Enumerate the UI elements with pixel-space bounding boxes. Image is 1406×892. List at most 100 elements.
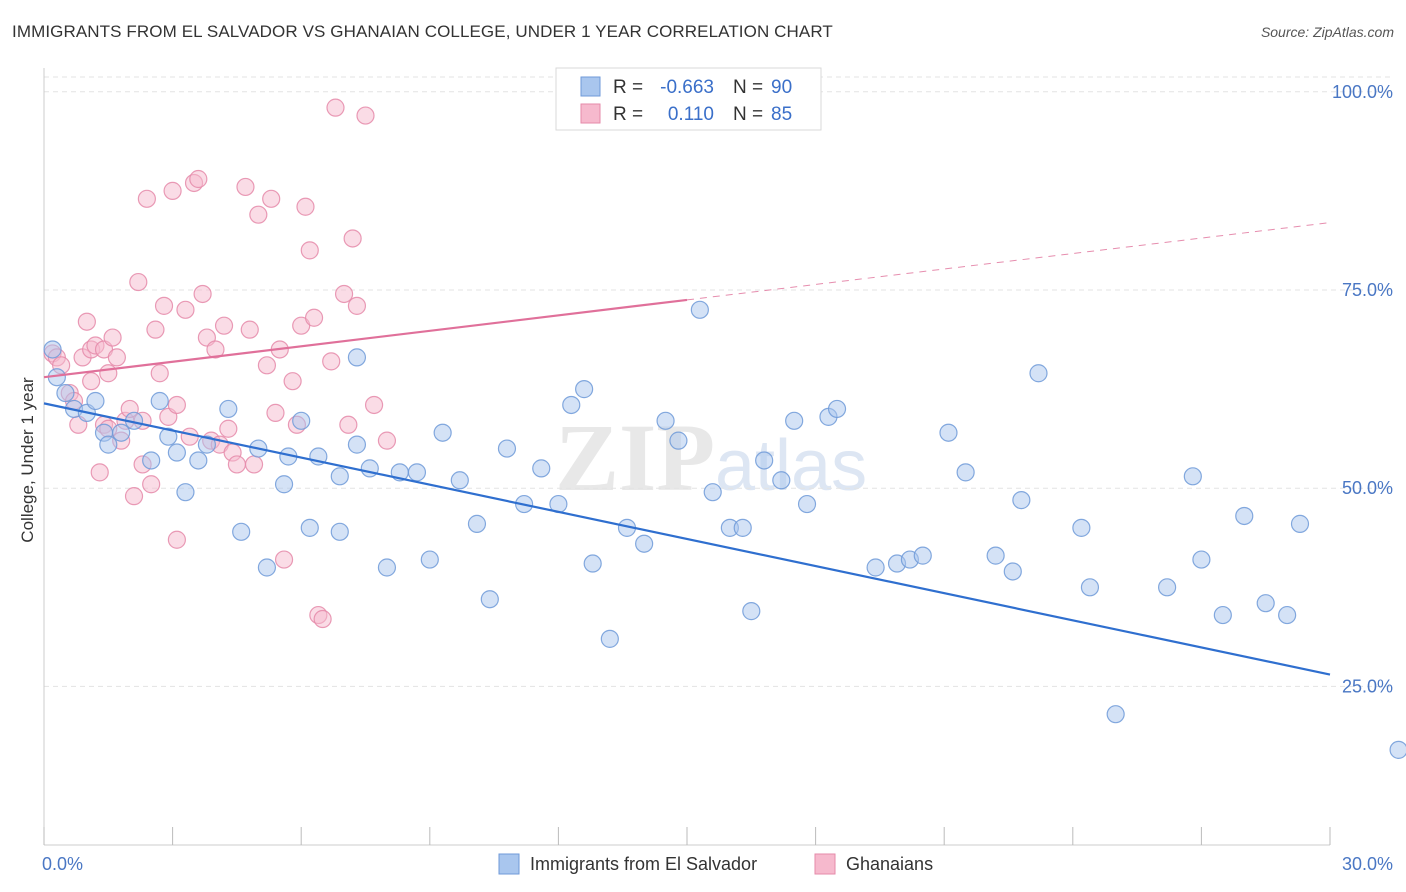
el-salvador-point-36 — [450, 471, 469, 490]
el-salvador-point-79 — [1235, 506, 1254, 526]
el-salvador-point-43 — [562, 395, 581, 415]
legend-r-value-1: -0.663 — [660, 77, 714, 98]
ghanaians-point-70 — [356, 106, 375, 125]
ghanaians-point-72 — [377, 431, 397, 450]
legend-r-label-1: R = — [613, 77, 643, 98]
ghanaians-point-60 — [300, 241, 319, 260]
chart-title: IMMIGRANTS FROM EL SALVADOR VS GHANAIAN … — [12, 22, 833, 41]
legend-r-value-2: 0.110 — [668, 104, 714, 125]
el-salvador-point-23 — [292, 411, 311, 430]
el-salvador-point-82 — [1290, 514, 1310, 533]
ghanaians-point-31 — [163, 181, 182, 200]
el-salvador-point-55 — [742, 602, 761, 621]
el-salvador-point-45 — [583, 554, 602, 573]
el-salvador-point-41 — [532, 459, 551, 478]
ghanaians-point-46 — [227, 455, 246, 474]
ghanaians-trend-line — [43, 298, 688, 379]
el-salvador-point-66 — [939, 423, 958, 442]
ghanaians-point-71 — [364, 395, 384, 415]
el-salvador-point-24 — [300, 518, 319, 537]
el-salvador-point-27 — [330, 522, 349, 541]
ghanaians-point-38 — [193, 284, 212, 304]
el-salvador-point-72 — [1072, 518, 1091, 537]
el-salvador-point-29 — [347, 435, 367, 454]
el-salvador-point-35 — [433, 423, 452, 442]
ghanaians-point-21 — [124, 487, 144, 506]
ghanaians-point-37 — [189, 169, 208, 189]
el-salvador-point-50 — [669, 431, 688, 450]
el-salvador-point-62 — [866, 558, 885, 577]
el-salvador-point-58 — [785, 411, 804, 430]
el-salvador-point-80 — [1256, 594, 1275, 613]
el-salvador-point-0 — [43, 340, 62, 359]
ghanaians-point-52 — [262, 189, 281, 208]
el-salvador-point-26 — [330, 467, 349, 486]
el-salvador-point-46 — [600, 629, 619, 648]
ghanaians-point-53 — [266, 403, 285, 422]
ghanaians-points — [43, 98, 397, 629]
ghanaians-point-8 — [82, 372, 101, 391]
el-salvador-point-74 — [1106, 705, 1125, 724]
el-salvador-point-76 — [1183, 467, 1202, 486]
watermark-zip: ZIP — [555, 404, 715, 511]
el-salvador-point-57 — [772, 471, 791, 490]
el-salvador-point-17 — [219, 399, 238, 419]
ghanaians-point-67 — [339, 415, 358, 434]
ghanaians-trend-line-extension — [686, 222, 1331, 301]
ghanaians-point-34 — [176, 300, 195, 319]
bottom-legend-swatch-blue — [498, 853, 520, 875]
el-salvador-point-8 — [112, 423, 131, 442]
el-salvador-point-34 — [420, 550, 439, 569]
el-salvador-point-83 — [1389, 740, 1406, 759]
ghanaians-point-44 — [219, 419, 238, 438]
el-salvador-point-67 — [956, 463, 975, 482]
el-salvador-point-37 — [467, 514, 487, 533]
legend-swatch-blue — [580, 76, 601, 97]
ghanaians-point-35 — [180, 427, 199, 446]
el-salvador-point-81 — [1278, 605, 1297, 625]
ghanaians-point-48 — [240, 320, 259, 339]
ghanaians-point-28 — [150, 364, 169, 383]
el-salvador-point-51 — [690, 300, 709, 319]
watermark-atlas: atlas — [715, 426, 867, 506]
el-salvador-point-44 — [575, 380, 594, 399]
el-salvador-point-77 — [1192, 550, 1211, 569]
el-salvador-point-69 — [1003, 562, 1022, 581]
el-salvador-point-10 — [142, 451, 161, 470]
ghanaians-point-43 — [214, 316, 234, 335]
y-tick-label-50: 50.0% — [1342, 478, 1393, 498]
ghanaians-point-68 — [343, 229, 362, 248]
ghanaians-point-27 — [146, 320, 165, 339]
legend-n-value-2: 85 — [771, 104, 792, 125]
ghanaians-point-22 — [129, 272, 148, 292]
ghanaians-point-55 — [274, 550, 294, 569]
el-salvador-point-56 — [755, 451, 774, 470]
y-axis-label: College, Under 1 year — [18, 377, 37, 543]
ghanaians-point-41 — [206, 340, 225, 359]
el-salvador-point-14 — [176, 483, 195, 502]
legend-n-label-2: N = — [733, 104, 763, 125]
ghanaians-point-51 — [257, 356, 277, 375]
el-salvador-trend-line — [43, 402, 1331, 676]
ghanaians-point-50 — [249, 205, 268, 224]
chart-source: Source: ZipAtlas.com — [1260, 24, 1394, 40]
el-salvador-point-5 — [86, 391, 105, 411]
el-salvador-point-18 — [232, 522, 251, 541]
ghanaians-point-11 — [90, 463, 109, 482]
el-salvador-point-16 — [197, 435, 216, 454]
el-salvador-point-33 — [407, 463, 427, 482]
y-tick-label-75: 75.0% — [1342, 280, 1393, 300]
ghanaians-point-59 — [296, 197, 315, 216]
el-salvador-point-38 — [480, 590, 499, 609]
el-salvador-point-15 — [189, 451, 208, 470]
ghanaians-point-64 — [322, 352, 341, 371]
el-salvador-point-2 — [56, 383, 75, 403]
ghanaians-point-14 — [99, 364, 118, 383]
y-tick-label-25: 25.0% — [1342, 676, 1393, 696]
ghanaians-point-66 — [334, 284, 354, 304]
legend-n-value-1: 90 — [771, 77, 792, 98]
el-salvador-point-7 — [99, 435, 118, 454]
el-salvador-point-75 — [1158, 578, 1177, 597]
el-salvador-point-65 — [913, 546, 932, 565]
